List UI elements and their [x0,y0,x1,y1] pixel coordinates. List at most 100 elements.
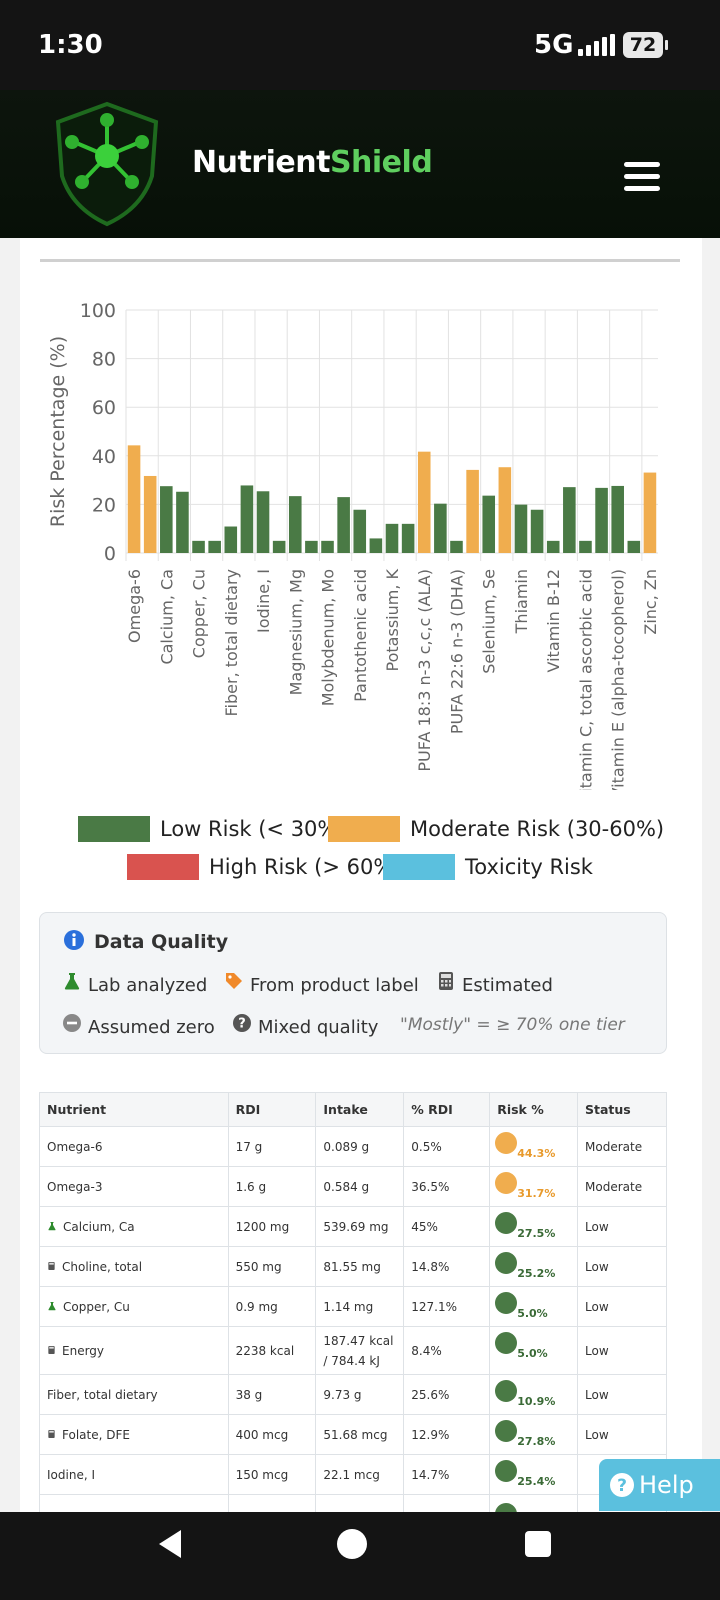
bar [143,475,157,553]
cell-pct-rdi: 14.8% [403,1246,491,1287]
cell-intake: 0.089 g [315,1126,405,1167]
cell-pct-rdi: 14.7% [403,1454,491,1495]
y-tick-label: 0 [104,543,116,565]
bar [305,540,318,553]
x-tick-label: Potassium, K [383,568,402,671]
data-quality-panel: Data Quality Lab analyzed From product l… [39,912,667,1054]
x-tick-label: Copper, Cu [190,569,209,658]
risk-value: 10.9% [517,1395,556,1408]
shield-logo-icon[interactable] [52,100,162,228]
estimated-label: Estimated [462,975,553,996]
cell-nutrient: Fiber, total dietary [39,1374,229,1415]
flask-icon [48,1301,56,1310]
svg-text:?: ? [617,1476,627,1496]
brand-name[interactable]: NutrientShield [192,145,433,180]
bar [337,497,350,553]
cell-risk: 27.5% [489,1206,579,1247]
cell-pct-rdi: 25.6% [403,1374,491,1415]
brand-part2: Shield [329,145,433,180]
cell-risk: 10.9% [489,1374,579,1415]
col-nutrient[interactable]: Nutrient [39,1092,229,1127]
legend-lab-analyzed: Lab analyzed [62,971,207,996]
bar [434,503,447,553]
cell-risk: 27.8% [489,1414,579,1455]
col-intake[interactable]: Intake [315,1092,405,1127]
bar [192,540,205,553]
mixed-quality-label: Mixed quality [258,1017,379,1038]
x-tick-label: Fiber, total dietary [222,569,241,716]
risk-dot [495,1380,518,1402]
calculator-icon [439,972,453,990]
risk-dot [495,1460,518,1482]
cell-risk: 44.3% [489,1126,579,1167]
calculator-icon [48,1345,55,1354]
cell-nutrient: Copper, Cu [39,1286,229,1327]
bar [466,469,479,553]
cell-pct-rdi: 0.5% [403,1126,491,1167]
risk-value: 27.8% [517,1435,556,1448]
divider [40,259,680,262]
cell-status: Moderate [577,1166,667,1207]
cell-nutrient: Folate, DFE [39,1414,229,1455]
bar [498,467,512,553]
legend-high-label: High Risk (> 60%) [209,855,402,879]
cell-nutrient: Iodine, I [39,1454,229,1495]
bar [176,491,189,553]
col-risk[interactable]: Risk % [489,1092,579,1127]
cell-status: Low [577,1414,667,1455]
legend-toxicity-label: Toxicity Risk [465,855,593,879]
x-tick-label: Vitamin C, total ascorbic acid [576,569,595,790]
calculator-icon [48,1429,55,1438]
bar [272,540,286,553]
back-icon[interactable] [155,1528,185,1560]
x-tick-label: Vitamin E (alpha-tocopherol) [609,569,628,790]
menu-icon[interactable] [624,162,660,192]
home-icon[interactable] [336,1528,368,1560]
cell-pct-rdi: 12.9% [403,1414,491,1455]
cell-status: Low [577,1374,667,1415]
help-label: Help [639,1471,694,1499]
risk-dot [495,1332,518,1354]
risk-value: 5.0% [517,1347,548,1360]
network-type: 5G [534,30,574,60]
bar [450,540,463,553]
bar [546,540,560,553]
x-tick-label: Selenium, Se [480,569,499,674]
bar [514,504,528,553]
risk-bar-chart: 0 20 40 60 80 100 Risk Percentage (%) Omega-6 Ca… [47,300,660,790]
cell-nutrient: Energy [39,1326,229,1375]
x-tick-label: Thiamin [512,569,531,634]
col-pct-rdi[interactable]: % RDI [403,1092,491,1127]
bar [369,538,383,553]
table-row: Calcium, Ca 1200 mg 539.69 mg 45% 27.5% Low [39,1206,667,1247]
risk-dot [495,1252,518,1274]
legend-assumed-zero: Assumed zero [62,1013,215,1038]
table-row: Fiber, total dietary 38 g 9.73 g 25.6% 10.9%… [39,1374,667,1415]
legend-estimated: Estimated [436,971,553,996]
status-bar: 1:30 5G 72 [0,0,720,90]
bar [595,487,608,553]
x-tick-label: Pantothenic acid [351,569,370,702]
cell-rdi: 150 mcg [227,1454,317,1495]
table-row: Omega-6 17 g 0.089 g 0.5% 44.3% Moderate [39,1126,667,1167]
y-axis-label: Risk Percentage (%) [47,336,69,527]
battery-icon: 72 [623,32,668,58]
x-tick-label: PUFA 18:3 n-3 c,c,c (ALA) [415,569,434,772]
bar [643,472,657,553]
cell-intake: 51.68 mcg [315,1414,405,1455]
cell-status: Low [577,1326,667,1375]
cell-rdi: 2238 kcal [227,1326,317,1375]
cell-rdi: 0.9 mg [227,1286,317,1327]
col-rdi[interactable]: RDI [227,1092,317,1127]
brand-part1: Nutrient [192,145,330,180]
cell-status: Low [577,1206,667,1247]
question-circle-icon: ? [610,1473,634,1497]
col-status[interactable]: Status [577,1092,667,1127]
help-button[interactable]: ? Help [599,1459,720,1511]
y-tick-label: 100 [80,300,116,322]
risk-value: 25.2% [517,1267,556,1280]
bar [240,485,254,553]
risk-dot [495,1292,518,1314]
cell-intake: 22.1 mcg [315,1454,405,1495]
recents-icon[interactable] [524,1530,552,1558]
